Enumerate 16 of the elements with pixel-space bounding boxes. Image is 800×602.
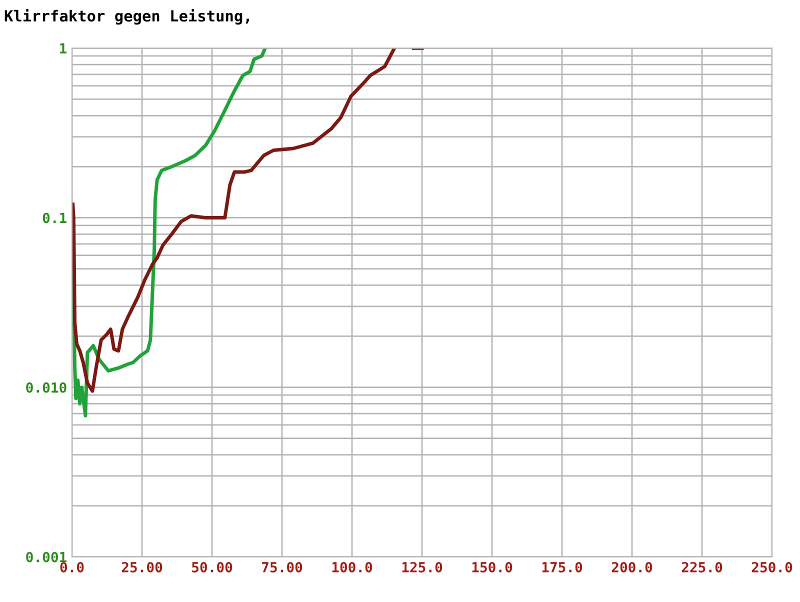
- x-tick-label: 25.00: [122, 562, 162, 572]
- x-tick-label: 0.0: [60, 562, 84, 572]
- chart-title: Klirrfaktor gegen Leistung,: [4, 9, 249, 25]
- y-tick-label: 0.001: [26, 552, 66, 562]
- x-tick-label: 250.0: [752, 562, 792, 572]
- x-tick-label: 150.0: [472, 562, 512, 572]
- x-tick-label: 100.0: [332, 562, 372, 572]
- x-tick-label: 50.00: [192, 562, 232, 572]
- y-tick-label: 1: [60, 43, 66, 54]
- x-tick-label: 75.00: [262, 562, 302, 572]
- x-tick-label: 125.0: [402, 562, 442, 572]
- x-tick-label: 200.0: [612, 562, 652, 572]
- y-tick-label: 0.010: [26, 382, 66, 393]
- y-tick-label: 0.1: [42, 212, 66, 224]
- x-tick-label: 175.0: [542, 562, 582, 572]
- x-tick-label: 225.0: [682, 562, 722, 572]
